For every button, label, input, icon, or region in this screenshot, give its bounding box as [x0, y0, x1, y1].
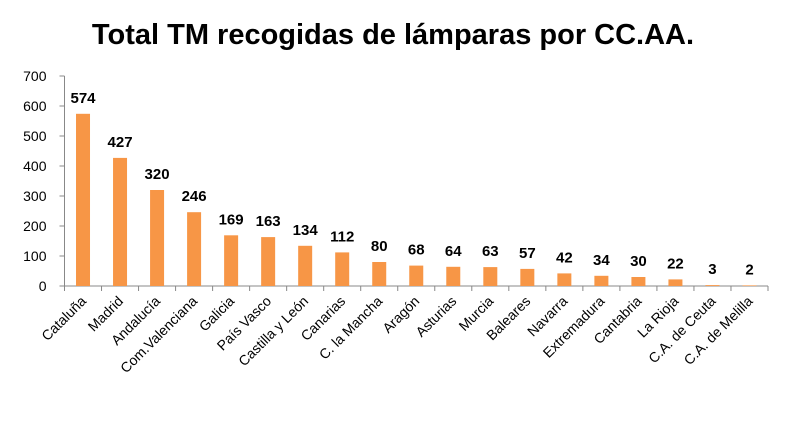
data-label: 574	[70, 90, 96, 107]
data-label: 57	[519, 245, 536, 262]
bar	[557, 273, 572, 286]
bar	[150, 190, 165, 286]
data-label: 2	[745, 261, 753, 278]
y-tick-label: 700	[23, 68, 47, 84]
bar	[335, 252, 350, 286]
bar	[298, 245, 313, 286]
data-label: 169	[219, 211, 244, 228]
bar	[668, 279, 683, 286]
chart-title: Total TM recogidas de lámparas por CC.AA…	[92, 19, 694, 51]
bar	[520, 268, 535, 286]
bar	[705, 285, 720, 286]
bar	[261, 237, 276, 286]
y-tick-label: 300	[23, 188, 47, 204]
data-label: 320	[145, 166, 170, 183]
bar	[446, 266, 461, 286]
data-label: 134	[293, 222, 319, 239]
data-label: 112	[330, 228, 354, 245]
data-label: 64	[445, 243, 462, 260]
y-tick-label: 0	[39, 278, 47, 294]
bar	[631, 277, 646, 286]
data-label: 163	[256, 213, 281, 230]
y-tick-label: 400	[23, 158, 47, 174]
bar	[409, 265, 424, 286]
data-label: 30	[630, 253, 647, 270]
data-label: 246	[182, 188, 207, 205]
bar	[224, 235, 239, 286]
bar	[76, 113, 91, 286]
bar	[113, 157, 128, 286]
y-tick-label: 200	[23, 218, 47, 234]
y-tick-label: 500	[23, 128, 47, 144]
bar	[742, 285, 757, 286]
bar	[372, 262, 387, 286]
x-tick-label: Asturias	[412, 293, 459, 340]
data-label: 427	[108, 134, 133, 151]
data-label: 80	[371, 238, 388, 255]
data-label: 68	[408, 242, 425, 259]
x-tick-label: Cataluña	[38, 293, 89, 344]
data-label: 22	[667, 255, 684, 272]
y-tick-label: 100	[23, 248, 47, 264]
bar	[483, 267, 498, 286]
bar	[187, 212, 202, 286]
data-label: 34	[593, 252, 610, 269]
data-label: 42	[556, 249, 573, 266]
data-label: 63	[482, 243, 499, 260]
data-label: 3	[708, 261, 716, 278]
y-tick-label: 600	[23, 98, 47, 114]
bar	[594, 275, 609, 286]
